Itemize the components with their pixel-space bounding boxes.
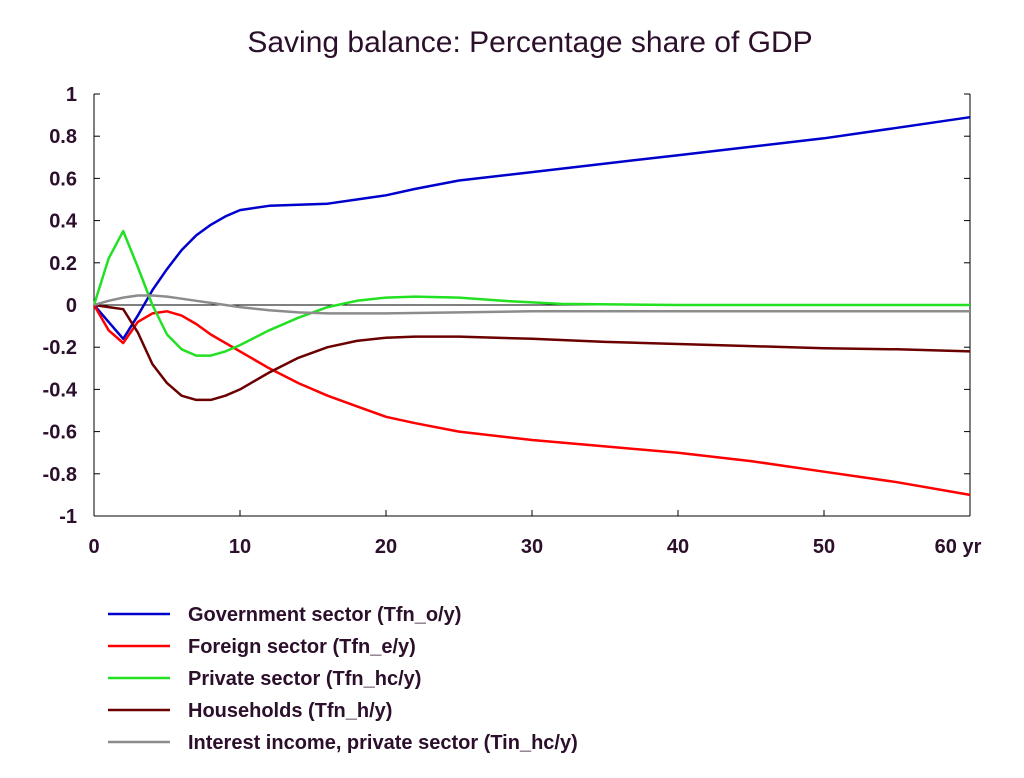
x-tick-label: 20: [375, 536, 397, 558]
chart-title: Saving balance: Percentage share of GDP: [247, 26, 812, 59]
x-tick-label: 50: [813, 536, 835, 558]
y-tick-label: 0.8: [49, 126, 77, 148]
series-group: [92, 115, 971, 497]
x-tick-label: 30: [521, 536, 543, 558]
legend-label: Interest income, private sector (Tin_hc/…: [188, 732, 578, 754]
axes: 1 0.8 0.6 0.4 0.2 0 -0.2 -0.4 -0.6 -0.8 -1 0 10 20 30 4…: [43, 84, 982, 558]
legend: Government sector (Tfn_o/y) Foreign secto…: [108, 604, 578, 754]
legend-label: Private sector (Tfn_hc/y): [188, 668, 421, 690]
y-tick-label: -0.4: [43, 379, 78, 401]
legend-label: Government sector (Tfn_o/y): [188, 604, 461, 626]
y-tick-label: -0.8: [43, 464, 77, 486]
legend-label: Foreign sector (Tfn_e/y): [188, 636, 416, 658]
y-tick-label: 1: [66, 84, 77, 106]
x-tick-label: 0: [88, 536, 99, 558]
series-line: [93, 294, 970, 315]
y-tick-label: 0: [66, 295, 77, 317]
series-line: [93, 303, 971, 402]
series-line: [93, 115, 971, 341]
x-tick-label: 60 yr: [935, 536, 982, 558]
y-tick-label: 0.2: [49, 253, 77, 275]
y-tick-label: 0.6: [49, 168, 77, 190]
series-line: [92, 229, 970, 357]
legend-label: Households (Tfn_h/y): [188, 700, 392, 722]
x-tick-label: 10: [229, 536, 251, 558]
y-tick-label: -1: [59, 506, 77, 528]
y-tick-label: 0.4: [49, 211, 78, 233]
series-line: [92, 304, 971, 497]
x-tick-label: 40: [667, 536, 689, 558]
y-tick-label: -0.6: [43, 422, 77, 444]
y-tick-label: -0.2: [43, 337, 77, 359]
